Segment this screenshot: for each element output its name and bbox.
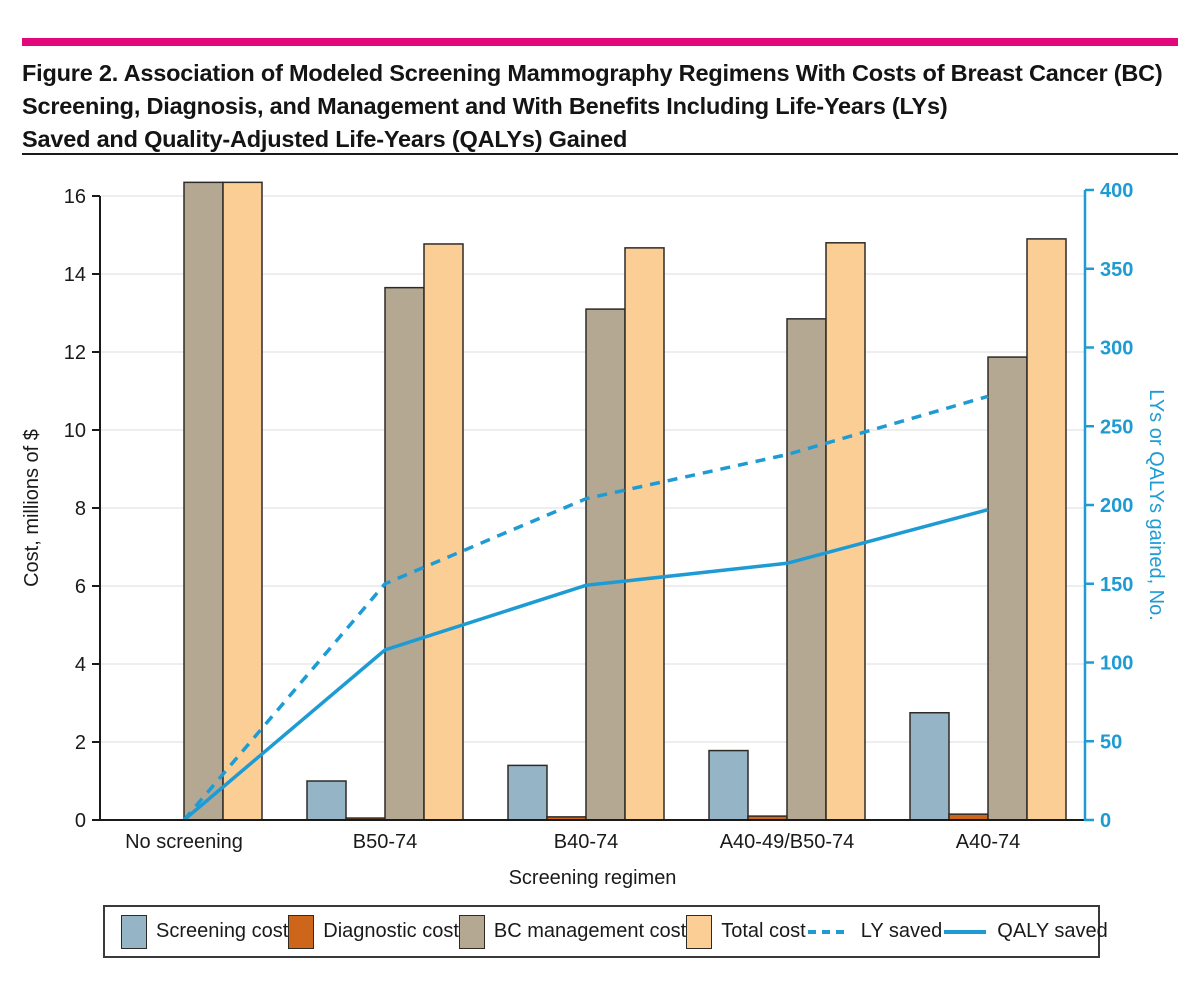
line-qaly-saved <box>182 508 989 822</box>
left-tick-label: 14 <box>64 264 86 286</box>
dual-axis-bar-line-chart: 0 2 4 6 8 10 12 14 16 0 50 100 150 200 250 300 350 400 No … <box>21 180 1167 889</box>
legend-label-bc-management-cost: BC management cost <box>493 920 687 942</box>
bar-bc-management-cost <box>786 318 827 821</box>
line-ly-saved <box>182 394 989 822</box>
figure-title-line-1: Figure 2. Association of Modeled Screeni… <box>22 60 1163 86</box>
bar-total-cost <box>624 247 665 821</box>
bar-screening-cost <box>708 749 749 821</box>
bar-bc-management-cost <box>585 308 626 821</box>
bar-bc-management-cost <box>384 286 425 821</box>
legend-item-diagnostic-cost: Diagnostic cost <box>288 914 459 949</box>
legend-label-qaly-saved: QALY saved <box>997 920 1108 942</box>
chart-legend: Screening cost Diagnostic cost BC manage… <box>103 905 1108 958</box>
bar-series-screening-cost <box>306 712 950 821</box>
bar-series-bc-management-cost <box>183 181 1028 821</box>
bar-screening-cost <box>909 712 950 821</box>
left-tick-label: 2 <box>75 732 86 754</box>
right-tick-label: 100 <box>1100 653 1133 675</box>
qaly-saved-solid-line-sample <box>944 929 987 934</box>
left-axis-title: Cost, millions of $ <box>21 429 43 587</box>
right-tick-label: 150 <box>1100 574 1133 596</box>
right-tick-label: 50 <box>1100 731 1122 753</box>
bar-total-cost <box>825 242 866 821</box>
figure-title: Figure 2. Association of Modeled Screeni… <box>22 57 1172 156</box>
left-tick-label: 8 <box>75 498 86 520</box>
figure-title-line-3: Saved and Quality-Adjusted Life-Years (Q… <box>22 126 628 152</box>
right-tick-label: 300 <box>1100 338 1133 360</box>
right-tick-label: 400 <box>1100 180 1133 202</box>
right-tick-label: 0 <box>1100 810 1111 832</box>
ly-saved-dashed-line-sample <box>807 929 850 934</box>
right-axis-title: LYs or QALYs gained, No. <box>1145 389 1167 621</box>
left-axis-ticks: 0 2 4 6 8 10 12 14 16 <box>64 186 100 832</box>
right-tick-label: 350 <box>1100 259 1133 281</box>
figure-title-line-2: Screening, Diagnosis, and Management and… <box>22 93 948 119</box>
right-tick-label: 250 <box>1100 416 1133 438</box>
bar-total-cost <box>222 181 263 821</box>
diagnostic-cost-swatch <box>288 914 315 949</box>
legend-label-screening-cost: Screening cost <box>156 920 289 942</box>
category-label: B40-74 <box>554 831 619 853</box>
legend-item-bc-management-cost: BC management cost <box>458 914 687 949</box>
legend-item-screening-cost: Screening cost <box>121 914 289 949</box>
category-label: B50-74 <box>353 831 418 853</box>
legend-label-total-cost: Total cost <box>721 920 806 942</box>
bc-management-cost-swatch <box>458 914 485 949</box>
left-tick-label: 6 <box>75 576 86 598</box>
bar-screening-cost <box>507 764 548 821</box>
left-tick-label: 4 <box>75 654 86 676</box>
legend-item-qaly-saved: QALY saved <box>942 920 1108 943</box>
right-tick-label: 200 <box>1100 495 1133 517</box>
figure-accent-rule <box>22 38 1178 46</box>
left-tick-label: 0 <box>75 810 86 832</box>
category-label: A40-74 <box>956 831 1021 853</box>
right-axis-ticks: 0 50 100 150 200 250 300 350 400 <box>1085 180 1133 832</box>
left-tick-label: 12 <box>64 342 86 364</box>
x-axis-labels: No screening B50-74 B40-74 A40-49/B50-74 A40… <box>125 831 1020 853</box>
bar-groups <box>183 181 1067 821</box>
bar-bc-management-cost <box>183 181 224 821</box>
left-tick-label: 10 <box>64 420 86 442</box>
left-tick-label: 16 <box>64 186 86 208</box>
bar-series-total-cost <box>222 181 1067 821</box>
legend-label-ly-saved: LY saved <box>860 920 943 942</box>
bar-bc-management-cost <box>987 356 1028 821</box>
legend-item-ly-saved: LY saved <box>806 920 943 943</box>
bar-total-cost <box>423 243 464 821</box>
category-label: No screening <box>125 831 243 853</box>
bar-screening-cost <box>306 780 347 821</box>
screening-cost-swatch <box>121 914 147 949</box>
bar-total-cost <box>1026 238 1067 821</box>
title-divider-rule <box>22 153 1178 155</box>
legend-item-total-cost: Total cost <box>686 914 806 949</box>
category-label: A40-49/B50-74 <box>720 831 855 853</box>
x-axis-title: Screening regimen <box>509 867 677 889</box>
legend-label-diagnostic-cost: Diagnostic cost <box>323 920 459 942</box>
total-cost-swatch <box>686 914 713 949</box>
